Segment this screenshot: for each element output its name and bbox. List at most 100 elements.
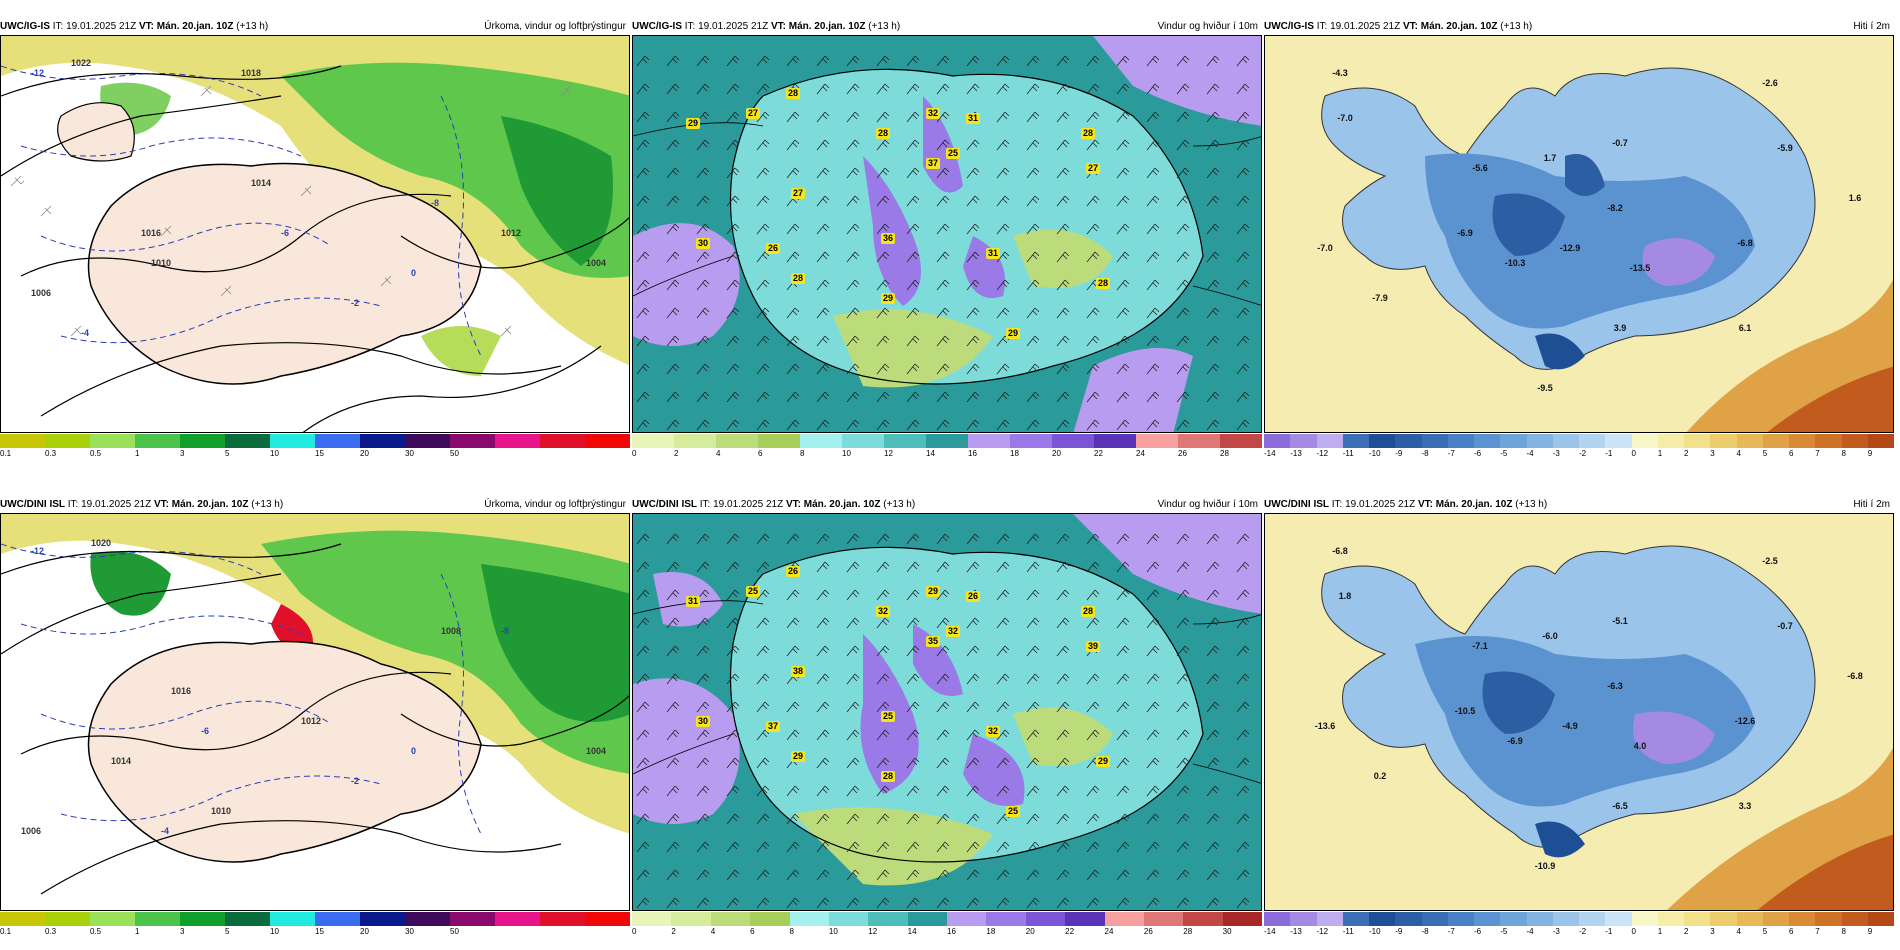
temperature-value: -5.6 bbox=[1472, 163, 1488, 173]
wind-barb bbox=[726, 307, 740, 319]
wind-barb bbox=[786, 645, 800, 657]
colorbar-tick-label: -12 bbox=[1316, 927, 1329, 936]
colorbar-swatch bbox=[1631, 434, 1658, 448]
wind-barb bbox=[936, 757, 950, 769]
wind-map[interactable]: 29 27 28 28 32 31 28 27 37 25 27 26 36 31 30 28 29 28 29 bbox=[632, 35, 1262, 433]
wind-barb bbox=[876, 223, 890, 235]
precip-map[interactable]: 1020 1016 1014 1012 1010 1008 1006 1004 … bbox=[0, 513, 630, 911]
wind-barb bbox=[846, 729, 860, 741]
wind-barb bbox=[996, 617, 1010, 629]
wind-barb bbox=[1086, 813, 1100, 825]
wind-barb bbox=[1026, 589, 1040, 601]
wind-barb bbox=[786, 841, 800, 853]
wind-barb bbox=[1176, 645, 1190, 657]
gust-marker bbox=[1086, 641, 1100, 652]
temperature-value: 6.1 bbox=[1739, 323, 1752, 333]
wind-barb bbox=[1146, 757, 1160, 769]
wind-barb bbox=[906, 533, 920, 545]
gust-value: 32 bbox=[878, 606, 888, 616]
wind-barb bbox=[816, 701, 830, 713]
map-label: -2 bbox=[351, 776, 359, 786]
wind-barb bbox=[876, 673, 890, 685]
wind-barb bbox=[1056, 251, 1070, 263]
wind-barb bbox=[876, 195, 890, 207]
temperature-value: -6.8 bbox=[1847, 671, 1863, 681]
wind-barb bbox=[996, 897, 1010, 909]
wind-barb bbox=[756, 167, 770, 179]
wind-barb bbox=[666, 139, 680, 151]
colorbar-tick-label: -2 bbox=[1579, 927, 1587, 936]
wind-barb bbox=[786, 111, 800, 123]
colorbar-swatch bbox=[1789, 434, 1816, 448]
gust-marker bbox=[1096, 278, 1110, 289]
colorbar-tick-label: 6 bbox=[758, 449, 763, 458]
colorbar-tick-label: -7 bbox=[1447, 449, 1455, 458]
wind-barb bbox=[1236, 307, 1250, 319]
wind-barb bbox=[1236, 111, 1250, 123]
colorbar-swatch bbox=[884, 434, 926, 448]
colorbar-swatch bbox=[1136, 434, 1178, 448]
gust-value: 31 bbox=[688, 596, 698, 606]
wind-barb bbox=[876, 279, 890, 291]
temperature-map[interactable]: -4.3 -2.6 -7.0 -5.9 1.7 -0.7 -5.6 1.6 -8.2 -6.9 -6… bbox=[1264, 35, 1894, 433]
vt-label: VT: bbox=[785, 499, 801, 510]
gust-value: 29 bbox=[688, 118, 698, 128]
wind-barb bbox=[906, 251, 920, 263]
colorbar-tick-label: -6 bbox=[1474, 449, 1482, 458]
precip-map[interactable]: 1022 1018 1016 1014 1012 1010 1006 1004 … bbox=[0, 35, 630, 433]
lead-time: (+13 h) bbox=[1500, 21, 1533, 32]
wind-barb bbox=[816, 223, 830, 235]
wind-barb bbox=[1086, 729, 1100, 741]
temperature-value: -8.2 bbox=[1607, 203, 1623, 213]
wind-barb bbox=[996, 673, 1010, 685]
wind-barb bbox=[726, 223, 740, 235]
wind-barb bbox=[726, 533, 740, 545]
wind-barb bbox=[636, 363, 650, 375]
gust-marker bbox=[926, 158, 940, 169]
wind-barb bbox=[696, 419, 710, 431]
wind-barb bbox=[906, 673, 920, 685]
wind-barb bbox=[846, 897, 860, 909]
wind-barb bbox=[816, 589, 830, 601]
wind-barb bbox=[756, 757, 770, 769]
wind-barb bbox=[756, 673, 770, 685]
colorbar-tick-label: 1 bbox=[1657, 927, 1663, 936]
wind-barb bbox=[1056, 195, 1070, 207]
map-label: 1006 bbox=[31, 288, 51, 298]
wind-barb bbox=[666, 757, 680, 769]
temperature-map[interactable]: -6.8 -2.5 1.8 -0.7 -6.0 -5.1 -7.1 -6.8 -6.3 -10.5… bbox=[1264, 513, 1894, 911]
colorbar-swatch bbox=[1421, 912, 1448, 926]
wind-barb bbox=[1026, 307, 1040, 319]
it-label: IT: bbox=[1331, 499, 1343, 510]
vt-label: VT: bbox=[138, 21, 154, 32]
colorbar-tick-label: 18 bbox=[1010, 449, 1019, 458]
gust-marker bbox=[791, 188, 805, 199]
wind-barb bbox=[1086, 335, 1100, 347]
wind-barb bbox=[756, 363, 770, 375]
wind-map[interactable]: 31 25 26 32 29 26 28 39 35 32 38 37 25 32 30 29 28 29 25 bbox=[632, 513, 1262, 911]
wind-barb bbox=[1236, 167, 1250, 179]
wind-barb bbox=[636, 111, 650, 123]
gust-value: 25 bbox=[883, 711, 893, 721]
wind-barb bbox=[1146, 307, 1160, 319]
colorbar-tick-label: -14 bbox=[1264, 927, 1276, 936]
wind-barb bbox=[1116, 617, 1130, 629]
wind-barb bbox=[666, 251, 680, 263]
init-time: 19.01.2025 21Z bbox=[1330, 21, 1401, 32]
panel-igis-precip: UWC/IG-IS IT: 19.01.2025 21Z VT: Mán. 20… bbox=[0, 0, 630, 470]
wind-barb bbox=[816, 419, 830, 431]
wind-barb bbox=[726, 701, 740, 713]
map-label: -12 bbox=[31, 546, 44, 556]
panel-header: UWC/IG-IS IT: 19.01.2025 21Z VT: Mán. 20… bbox=[0, 20, 630, 34]
valid-time: Mán. 20.jan. 10Z bbox=[788, 21, 866, 32]
colorbar-swatch bbox=[1657, 912, 1684, 926]
wind-barb bbox=[1056, 813, 1070, 825]
wind-barb bbox=[996, 729, 1010, 741]
wind-barb bbox=[636, 55, 650, 67]
wind-barb bbox=[816, 813, 830, 825]
wind-barb bbox=[1026, 645, 1040, 657]
wind-barb bbox=[906, 813, 920, 825]
wind-barb bbox=[966, 251, 980, 263]
lead-time: (+13 h) bbox=[868, 21, 901, 32]
wind-barb bbox=[1026, 813, 1040, 825]
